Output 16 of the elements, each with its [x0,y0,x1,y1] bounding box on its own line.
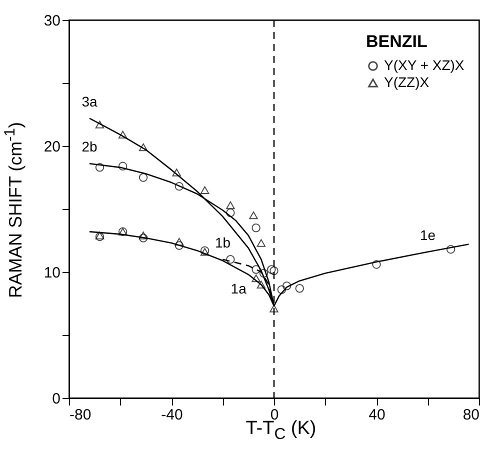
y-tick-label: 20 [44,138,60,156]
annotation: 2b [82,138,98,155]
annotation: 1e [420,226,436,243]
y-tick-label: 30 [44,12,60,30]
annotation: 1a [230,280,247,297]
annotation: 1b [214,234,231,250]
legend-label: Y(ZZ)X [384,74,430,90]
x-tick-label: -80 [70,406,92,424]
x-tick-label: 80 [462,406,480,424]
legend-title: BENZIL [366,32,428,51]
annotation: 3a [82,93,98,110]
x-tick-label: 40 [368,406,386,424]
legend-label: Y(XY + XZ)X [384,57,465,73]
y-tick-label: 0 [52,390,60,408]
x-tick-label: -40 [161,406,183,424]
y-tick-label: 10 [44,264,60,282]
